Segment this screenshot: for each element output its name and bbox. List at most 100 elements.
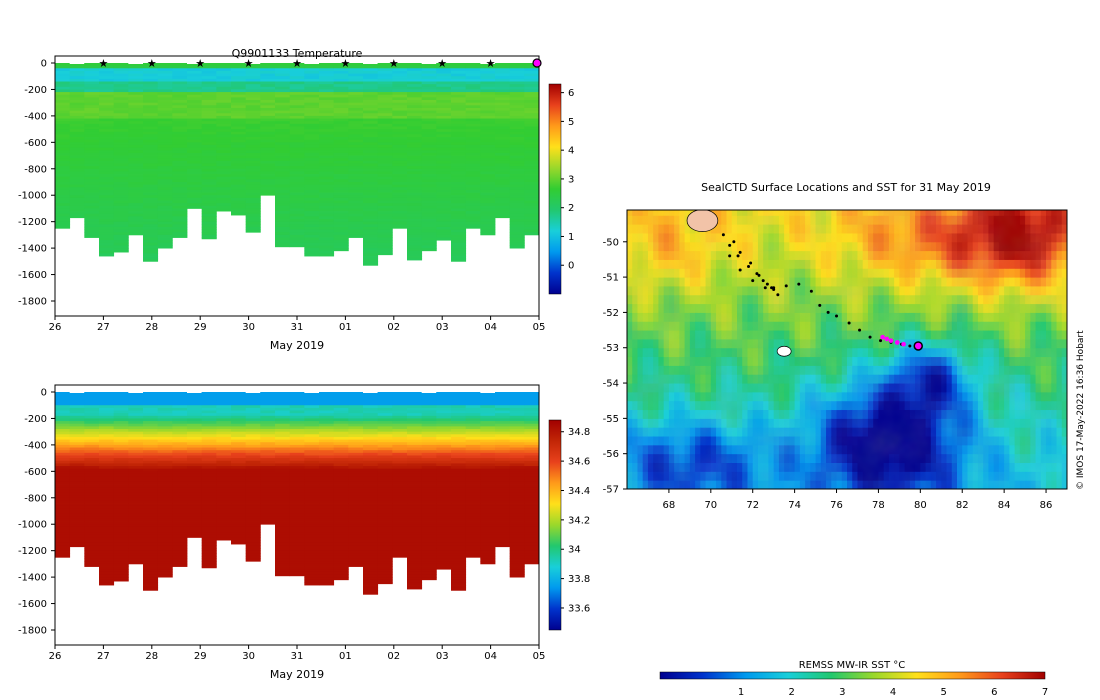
latest-profile-marker — [532, 58, 542, 68]
track-point — [747, 265, 751, 269]
x-tick-label: 31 — [291, 322, 304, 333]
track-point — [868, 335, 872, 339]
track-point — [728, 254, 732, 258]
sst-colorbar-tick-label: 1 — [738, 687, 744, 698]
track-point — [784, 284, 788, 288]
track-point — [809, 289, 813, 293]
y-tick-label: -1400 — [18, 573, 47, 584]
lon-tick-label: 68 — [663, 500, 676, 511]
x-tick-label: 05 — [533, 322, 546, 333]
x-tick-label: 30 — [242, 322, 255, 333]
lat-tick-label: -56 — [603, 449, 619, 460]
lon-tick-label: 84 — [998, 500, 1011, 511]
temperature-xlabel: May 2019 — [270, 339, 324, 352]
track-point — [835, 314, 839, 318]
sst-colorbar-tick-label: 5 — [940, 687, 946, 698]
colorbar-tick-label: 0 — [568, 261, 574, 272]
lon-tick-label: 74 — [788, 500, 801, 511]
x-tick-label: 01 — [339, 651, 352, 662]
lat-tick-label: -55 — [603, 414, 619, 425]
colorbar-tick-label: 2 — [568, 203, 574, 214]
temperature-cells — [55, 62, 539, 266]
x-tick-label: 28 — [145, 322, 158, 333]
y-tick-label: -400 — [24, 440, 47, 451]
last-position-marker — [913, 341, 923, 351]
lat-tick-label: -50 — [603, 237, 619, 248]
x-tick-label: 01 — [339, 322, 352, 333]
track-point — [755, 272, 759, 276]
lat-tick-label: -51 — [603, 273, 619, 284]
profile-markers: ★ ★ ★ ★ ★ ★ ★ ★ ★ — [98, 57, 542, 70]
track-point — [757, 273, 761, 277]
recent-position — [884, 336, 890, 342]
y-tick-label: -1400 — [18, 244, 47, 255]
y-tick-label: -1800 — [18, 297, 47, 308]
salinity-xlabel: May 2019 — [270, 668, 324, 681]
lon-tick-label: 86 — [1040, 500, 1053, 511]
temperature-title: Q9901133 Temperature — [232, 47, 363, 60]
island — [776, 345, 792, 357]
temperature-colorbar — [548, 83, 562, 295]
y-tick-label: -1600 — [18, 599, 47, 610]
x-tick-label: 29 — [194, 651, 207, 662]
sst-texture — [627, 210, 1067, 489]
x-tick-label: 03 — [436, 651, 449, 662]
colorbar-tick-label: 34.8 — [568, 427, 590, 438]
lon-tick-label: 80 — [914, 500, 927, 511]
sst-colorbar-ticks: 1 2 3 4 5 6 7 — [738, 687, 1048, 698]
track-point — [732, 240, 736, 244]
lat-tick-label: -52 — [603, 308, 619, 319]
y-tick-label: -600 — [24, 138, 47, 149]
x-tick-label: 27 — [97, 651, 110, 662]
islands — [686, 210, 792, 357]
x-tick-label: 05 — [533, 651, 546, 662]
y-tick-label: -400 — [24, 111, 47, 122]
track-point — [776, 293, 780, 297]
sst-colorbar-tick-label: 4 — [890, 687, 896, 698]
lon-tick-label: 82 — [956, 500, 969, 511]
profile-marker: ★ — [486, 57, 496, 70]
colorbar-tick-label: 34.2 — [568, 515, 590, 526]
colorbar-tick-label: 33.6 — [568, 603, 590, 614]
lon-tick-label: 70 — [704, 500, 717, 511]
track-point — [772, 286, 776, 290]
x-tick-label: 26 — [49, 651, 62, 662]
colorbar-tick-label: 4 — [568, 146, 574, 157]
profile-marker: ★ — [195, 57, 205, 70]
track-point — [770, 286, 774, 290]
lat-tick-label: -54 — [603, 379, 619, 390]
y-tick-label: -800 — [24, 164, 47, 175]
temperature-y-ticks: 0 -200 -400 -600 -800 -1000 -1200 -1400 -1600 -18… — [18, 59, 55, 308]
track-point — [826, 310, 830, 314]
lon-tick-label: 78 — [872, 500, 885, 511]
y-tick-label: -1000 — [18, 520, 47, 531]
lat-tick-label: -53 — [603, 343, 619, 354]
x-tick-label: 03 — [436, 322, 449, 333]
colorbar-tick-label: 5 — [568, 117, 574, 128]
sst-colorbar-label: REMSS MW-IR SST °C — [799, 660, 906, 671]
y-tick-label: 0 — [41, 59, 47, 70]
map-lon-ticks: 68 70 72 74 76 78 80 82 84 86 — [663, 489, 1053, 511]
track-point — [761, 279, 765, 283]
y-tick-label: -1200 — [18, 546, 47, 557]
imos-credit: © IMOS 17-May-2022 16:36 Hobart — [1076, 330, 1086, 490]
temperature-colorbar-ticks: 0 1 2 3 4 5 6 — [561, 88, 574, 272]
y-tick-label: -200 — [24, 85, 47, 96]
sst-colorbar — [659, 671, 1046, 680]
track-point — [721, 233, 725, 237]
sst-field — [627, 210, 1067, 489]
y-tick-label: -200 — [24, 414, 47, 425]
sst-colorbar-tick-label: 7 — [1042, 687, 1048, 698]
profile-marker: ★ — [147, 57, 157, 70]
profile-marker: ★ — [437, 57, 447, 70]
recent-position — [888, 338, 894, 343]
island — [686, 210, 719, 232]
y-tick-label: -800 — [24, 493, 47, 504]
track-point — [847, 321, 851, 325]
colorbar-tick-label: 33.8 — [568, 574, 590, 585]
salinity-colorbar-ticks: 33.6 33.8 34 34.2 34.4 34.6 34.8 — [561, 427, 590, 614]
y-tick-label: -1000 — [18, 191, 47, 202]
temperature-x-ticks: 26 27 28 29 30 31 01 02 03 04 05 — [49, 316, 546, 333]
track-point — [765, 282, 769, 286]
x-tick-label: 02 — [387, 322, 400, 333]
